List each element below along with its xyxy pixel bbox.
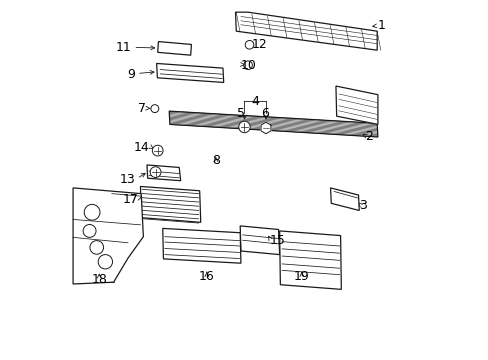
Text: 5: 5 <box>237 107 245 120</box>
Polygon shape <box>235 12 376 50</box>
Polygon shape <box>73 188 143 284</box>
Circle shape <box>150 167 161 177</box>
Text: 12: 12 <box>251 38 267 51</box>
Text: 13: 13 <box>119 173 135 186</box>
Polygon shape <box>335 86 377 125</box>
Text: 11: 11 <box>116 41 131 54</box>
Circle shape <box>244 61 252 69</box>
Circle shape <box>238 121 250 133</box>
Circle shape <box>83 225 96 237</box>
Text: 17: 17 <box>122 193 139 206</box>
Text: 4: 4 <box>251 95 259 108</box>
Text: 9: 9 <box>127 68 135 81</box>
Text: 15: 15 <box>269 234 285 247</box>
Circle shape <box>84 204 100 220</box>
Text: 6: 6 <box>260 107 268 120</box>
Text: 8: 8 <box>211 154 220 167</box>
Text: 10: 10 <box>241 59 256 72</box>
Text: 2: 2 <box>364 130 372 144</box>
Polygon shape <box>140 186 201 222</box>
Circle shape <box>98 255 112 269</box>
Text: 18: 18 <box>91 273 107 286</box>
Polygon shape <box>240 226 279 255</box>
Polygon shape <box>330 188 359 211</box>
Text: 7: 7 <box>138 102 145 115</box>
Circle shape <box>152 145 163 156</box>
Polygon shape <box>169 111 377 137</box>
Polygon shape <box>163 228 241 263</box>
Polygon shape <box>158 41 191 55</box>
Text: 16: 16 <box>199 270 214 283</box>
Polygon shape <box>156 63 223 82</box>
Circle shape <box>244 41 253 49</box>
Polygon shape <box>279 231 341 289</box>
Text: 1: 1 <box>376 19 384 32</box>
Text: 19: 19 <box>293 270 309 283</box>
Polygon shape <box>147 165 180 181</box>
Circle shape <box>90 240 103 254</box>
Text: 3: 3 <box>359 199 366 212</box>
Text: 14: 14 <box>133 141 149 154</box>
Polygon shape <box>261 122 270 134</box>
Circle shape <box>151 105 159 113</box>
